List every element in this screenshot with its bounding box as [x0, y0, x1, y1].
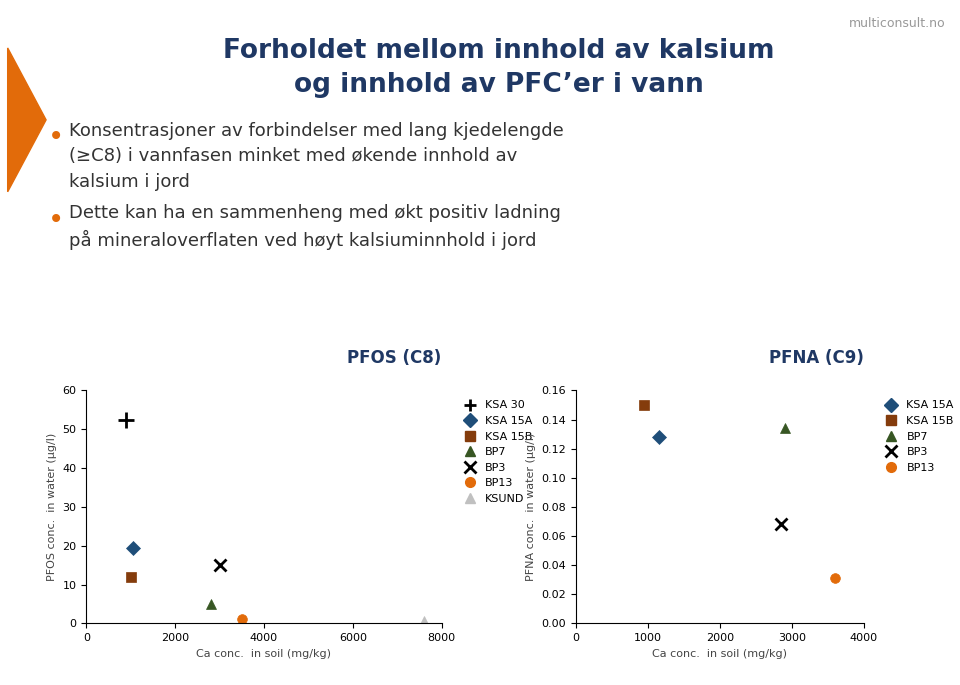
Text: PFNA (C9): PFNA (C9)	[769, 349, 864, 367]
Text: og innhold av PFC’er i vann: og innhold av PFC’er i vann	[295, 72, 704, 98]
Text: Konsentrasjoner av forbindelser med lang kjedelengde: Konsentrasjoner av forbindelser med lang…	[69, 122, 564, 140]
Text: multiconsult.no: multiconsult.no	[849, 17, 946, 30]
Text: på mineraloverflaten ved høyt kalsiuminnhold i jord: på mineraloverflaten ved høyt kalsiuminn…	[69, 229, 537, 249]
Text: kalsium i jord: kalsium i jord	[69, 173, 190, 190]
Text: PFOS (C8): PFOS (C8)	[348, 349, 442, 367]
X-axis label: Ca conc.  in soil (mg/kg): Ca conc. in soil (mg/kg)	[197, 649, 331, 659]
Legend: KSA 15A, KSA 15B, BP7, BP3, BP13: KSA 15A, KSA 15B, BP7, BP3, BP13	[876, 396, 958, 477]
Y-axis label: PFNA conc.  in water (µg/l): PFNA conc. in water (µg/l)	[526, 433, 536, 581]
Text: (≥C8) i vannfasen minket med økende innhold av: (≥C8) i vannfasen minket med økende innh…	[69, 147, 517, 165]
Legend: KSA 30, KSA 15A, KSA 15B, BP7, BP3, BP13, KSUND: KSA 30, KSA 15A, KSA 15B, BP7, BP3, BP13…	[454, 396, 538, 508]
Text: •: •	[48, 123, 64, 151]
Y-axis label: PFOS conc.  in water (µg/l): PFOS conc. in water (µg/l)	[47, 433, 57, 581]
X-axis label: Ca conc.  in soil (mg/kg): Ca conc. in soil (mg/kg)	[653, 649, 787, 659]
Text: •: •	[48, 206, 64, 234]
Text: Forholdet mellom innhold av kalsium: Forholdet mellom innhold av kalsium	[224, 38, 775, 64]
Text: Dette kan ha en sammenheng med økt positiv ladning: Dette kan ha en sammenheng med økt posit…	[69, 204, 561, 222]
